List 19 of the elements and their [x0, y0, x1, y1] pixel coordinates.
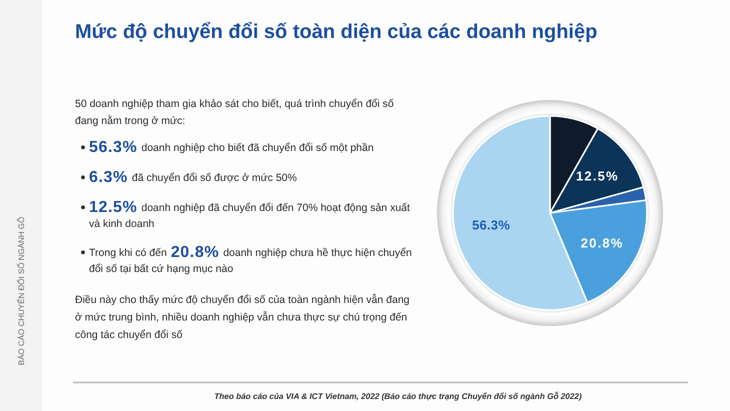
- text: đổi số tại bất cứ hạng mục nào: [89, 263, 234, 275]
- text: doanh nghiệp chưa hề thực hiện chuyển: [223, 247, 412, 259]
- text: BÁO CÁO CHUYỂN ĐỔI SỐ NGÀNH GỖ: [16, 216, 26, 366]
- text: 56.3%: [89, 139, 138, 156]
- text: và kinh doanh: [89, 218, 155, 230]
- data-label: 20.8%: [580, 236, 624, 251]
- text: Trong khi có đến: [89, 247, 167, 259]
- text: đã chuyển đổi số được ở mức 50%: [132, 172, 297, 184]
- data-label: 56.3%: [472, 217, 510, 232]
- text: 6.3%: [89, 169, 128, 186]
- data-label: 12.5%: [576, 168, 619, 184]
- text: Điều này cho thấy mức độ chuyển đổi số của toàn ngành hiện vẫn đang ở mức trung bình, nhiều doanh nghiệp vẫn chưa thực sự chú trọng đến công tác chuyển đổi số: [75, 293, 410, 341]
- chart-title: Mức độ chuyển đổi số toàn diện của các doanh nghiệp: [75, 21, 598, 43]
- text: 12.5%: [89, 199, 138, 216]
- text: doanh nghiệp đã chuyển đổi đến 70% hoạt động sản xuất: [141, 202, 410, 214]
- text: 20.8%: [170, 244, 220, 261]
- text: Theo báo cáo của VIA & ICT Vietnam, 2022 (Báo cáo thực trạng Chuyển đổi số ngành Gỗ 2022): [214, 391, 582, 401]
- text: 50 doanh nghiệp tham gia khảo sát cho biết, quá trình chuyển đổi số đang nằm trong ở mức:: [75, 98, 394, 127]
- text: doanh nghiệp cho biết đã chuyển đổi số một phần: [141, 142, 374, 154]
